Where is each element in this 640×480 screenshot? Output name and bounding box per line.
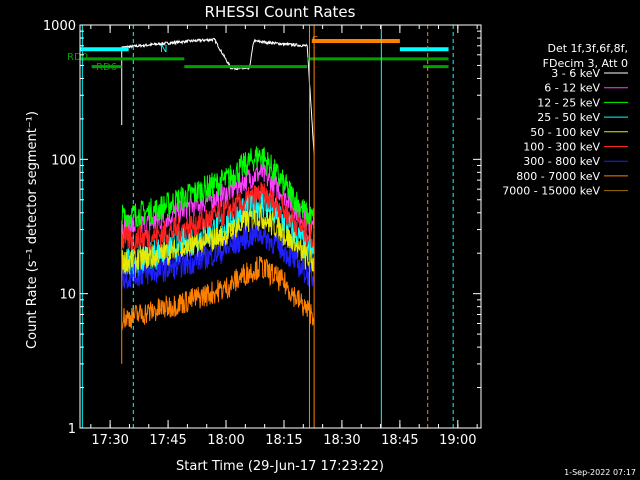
annotation-label: RD0 — [67, 52, 88, 63]
y-tick-label: 10 — [59, 288, 76, 303]
y-axis-label: Count Rate (s⁻¹ detector segment⁻¹) — [25, 111, 40, 349]
annotation-label: N — [160, 44, 167, 55]
legend-label: 800 - 7000 keV — [516, 170, 600, 183]
legend-label: 3 - 6 keV — [551, 67, 600, 80]
legend-label: 300 - 800 keV — [523, 155, 600, 168]
chart-title: RHESSI Count Rates — [205, 3, 356, 21]
x-tick-label: 18:45 — [381, 433, 418, 448]
x-tick-label: 18:15 — [265, 433, 302, 448]
series-line — [121, 255, 315, 331]
x-tick-label: 17:45 — [149, 433, 186, 448]
annotation-label: S — [312, 35, 318, 46]
y-tick-label: 1000 — [43, 19, 76, 34]
legend-label: 100 - 300 keV — [523, 141, 600, 154]
legend-header: FDecim 3, Att 0 — [543, 57, 628, 70]
plot-area: RD0 RD6 S N 1 10 100 1000 17:30 17:45 18:00 18:15 18… — [43, 19, 482, 448]
annotation-label: RD6 — [96, 62, 117, 73]
legend-label: 25 - 50 keV — [537, 111, 600, 124]
x-tick-label: 17:30 — [91, 433, 128, 448]
plot-frame — [79, 24, 482, 429]
x-tick-label: 19:00 — [439, 433, 476, 448]
footer-timestamp: 1-Sep-2022 07:17 — [564, 468, 636, 477]
x-tick-label: 18:00 — [207, 433, 244, 448]
series-line — [121, 223, 315, 289]
y-tick-label: 100 — [51, 153, 76, 168]
series-line — [121, 181, 315, 251]
legend-label: 7000 - 15000 keV — [502, 185, 600, 198]
series-line — [121, 146, 315, 231]
legend-header: Det 1f,3f,6f,8f, — [547, 42, 628, 55]
series-line — [121, 203, 315, 276]
x-tick-label: 18:30 — [323, 433, 360, 448]
x-axis-label: Start Time (29-Jun-17 17:23:22) — [176, 459, 384, 474]
legend-label: 50 - 100 keV — [530, 126, 600, 139]
legend-label: 6 - 12 keV — [544, 82, 600, 95]
legend: Det 1f,3f,6f,8f, FDecim 3, Att 03 - 6 keV… — [502, 42, 628, 198]
y-tick-label: 1 — [68, 422, 76, 437]
series-line — [121, 37, 315, 155]
legend-label: 12 - 25 keV — [537, 96, 600, 109]
